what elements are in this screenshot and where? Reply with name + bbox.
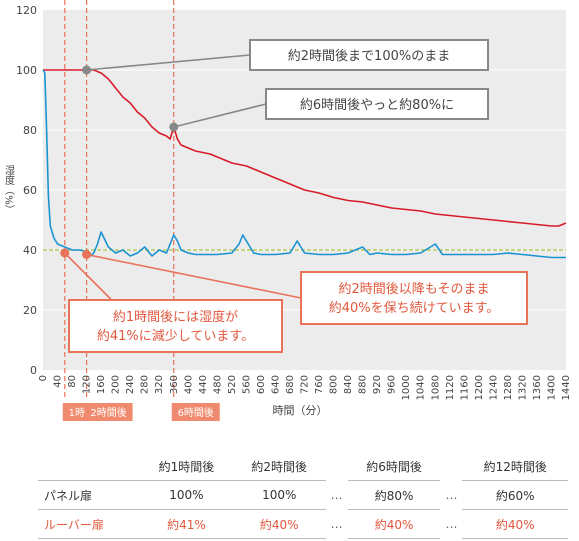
x-tick-label: 1280: [503, 375, 514, 400]
table-gap: [440, 452, 462, 481]
table-cell: 約60%: [462, 480, 568, 510]
series-line-panel: [43, 69, 567, 227]
row-label: パネル扉: [38, 480, 140, 510]
annotations: 約2時間後まで100%のまま約6時間後やっと約80%に約2時間後以降もそのまま約…: [60, 39, 528, 353]
x-tick-label: 240: [125, 375, 136, 394]
y-tick-label: 0: [30, 364, 37, 377]
y-tick-label: 40: [23, 244, 37, 257]
ellipsis: …: [445, 517, 458, 531]
x-tick-label: 1400: [546, 375, 557, 400]
x-tick-label: 360: [169, 375, 180, 394]
y-axis-label: 湿度（%）: [3, 165, 15, 215]
table-header: 約12時間後: [462, 452, 568, 481]
annotation-text: 約1時間後には湿度が: [113, 309, 238, 325]
table-header-row: 約1時間後 約2時間後 約6時間後 約12時間後: [38, 452, 568, 481]
table-row-panel: パネル扉 100% 100% … 約80% … 約60%: [38, 480, 568, 510]
x-tick-label: 400: [183, 375, 194, 394]
ellipsis: …: [330, 488, 343, 502]
table-header: 約2時間後: [232, 452, 326, 481]
y-tick-label: 120: [16, 4, 37, 17]
annotation-leader: [86, 54, 251, 71]
summary-table: 約1時間後 約2時間後 約6時間後 約12時間後 パネル扉 100% 100% …: [38, 452, 568, 539]
annotation-text: 約2時間後以降もそのまま: [338, 282, 489, 297]
x-tick-label: 1160: [459, 375, 470, 400]
annotation-box: [68, 299, 283, 353]
table-cell: 約40%: [462, 509, 568, 539]
x-tick-label: 840: [343, 375, 354, 394]
table-cell: 約80%: [347, 480, 441, 510]
table-gap: [326, 452, 348, 481]
x-tick-label: 520: [227, 375, 238, 394]
annotation-dot: [169, 122, 179, 132]
time-badge: [84, 403, 133, 421]
x-tick-label: 120: [82, 375, 93, 394]
annotation-text: 約41%に減少しています。: [97, 328, 254, 344]
annotation-box: [265, 88, 489, 120]
annotation-dot: [60, 248, 70, 258]
annotation-box: [249, 39, 489, 71]
table-cell: 100%: [140, 480, 233, 510]
x-tick-label: 720: [300, 375, 311, 394]
x-tick-label: 80: [67, 375, 78, 388]
x-tick-label: 1200: [474, 375, 485, 400]
ellipsis: …: [445, 488, 458, 502]
annotation-leader: [64, 252, 113, 301]
x-tick-label: 40: [53, 375, 64, 388]
table-cell: 約41%: [140, 509, 233, 539]
x-tick-label: 1080: [430, 375, 441, 400]
x-tick-label: 640: [270, 375, 281, 394]
x-tick-label: 160: [96, 375, 107, 394]
time-badge: [171, 403, 220, 421]
time-badge-label: 2時間後: [90, 406, 126, 419]
annotation-text: 約2時間後まで100%のまま: [288, 49, 450, 64]
x-tick-label: 920: [372, 375, 383, 394]
table-cell: 約40%: [232, 509, 326, 539]
x-tick-label: 200: [111, 375, 122, 394]
ellipsis: …: [330, 517, 343, 531]
x-tick-label: 280: [140, 375, 151, 394]
x-tick-label: 440: [198, 375, 209, 394]
x-tick-label: 480: [212, 375, 223, 394]
table-row-louver: ルーバー扉 約41% 約40% … 約40% … 約40%: [38, 509, 568, 539]
x-tick-label: 0: [38, 375, 49, 381]
x-tick-label: 680: [285, 375, 296, 394]
y-tick-label: 20: [23, 304, 37, 317]
x-tick-label: 1360: [532, 375, 543, 400]
x-tick-label: 1120: [445, 375, 456, 400]
x-tick-label: 560: [241, 375, 252, 394]
y-axis: 0 20 40 60 80 100 120: [16, 4, 37, 377]
table-header: 約6時間後: [347, 452, 441, 481]
table-corner: [38, 452, 140, 481]
y-tick-label: 100: [16, 64, 37, 77]
table-header: 約1時間後: [140, 452, 233, 481]
x-tick-label: 960: [387, 375, 398, 394]
annotation-dot: [82, 250, 92, 259]
row-label: ルーバー扉: [38, 509, 140, 539]
x-tick-label: 1240: [488, 375, 499, 400]
x-axis: 0 40 80 120 160 200 240 280 320 360 400 440 480 520 56…: [38, 375, 572, 400]
annotation-leader: [86, 253, 302, 299]
x-tick-label: 760: [314, 375, 325, 394]
annotation-dot: [82, 65, 92, 75]
x-axis-label: 時間（分）: [273, 404, 328, 417]
x-tick-label: 1040: [416, 375, 427, 400]
table-cell: 約40%: [347, 509, 441, 539]
time-badge-label: 6時間後: [178, 406, 214, 419]
x-tick-label: 880: [358, 375, 369, 394]
x-tick-label: 800: [329, 375, 340, 394]
x-tick-label: 320: [154, 375, 165, 394]
time-badges: 1時間後2時間後6時間後: [62, 403, 220, 421]
annotation-text: 約40%を保ち続けています。: [329, 301, 500, 316]
annotation-box: [300, 271, 528, 325]
x-tick-label: 1320: [517, 375, 528, 400]
y-tick-label: 80: [23, 124, 37, 137]
y-tick-label: 60: [23, 184, 37, 197]
table-cell: 100%: [232, 480, 326, 510]
x-tick-label: 1440: [561, 375, 572, 400]
x-tick-label: 600: [256, 375, 267, 394]
x-tick-label: 1000: [401, 375, 412, 400]
annotation-text: 約6時間後やっと約80%に: [300, 98, 454, 113]
annotation-leader: [173, 103, 267, 128]
